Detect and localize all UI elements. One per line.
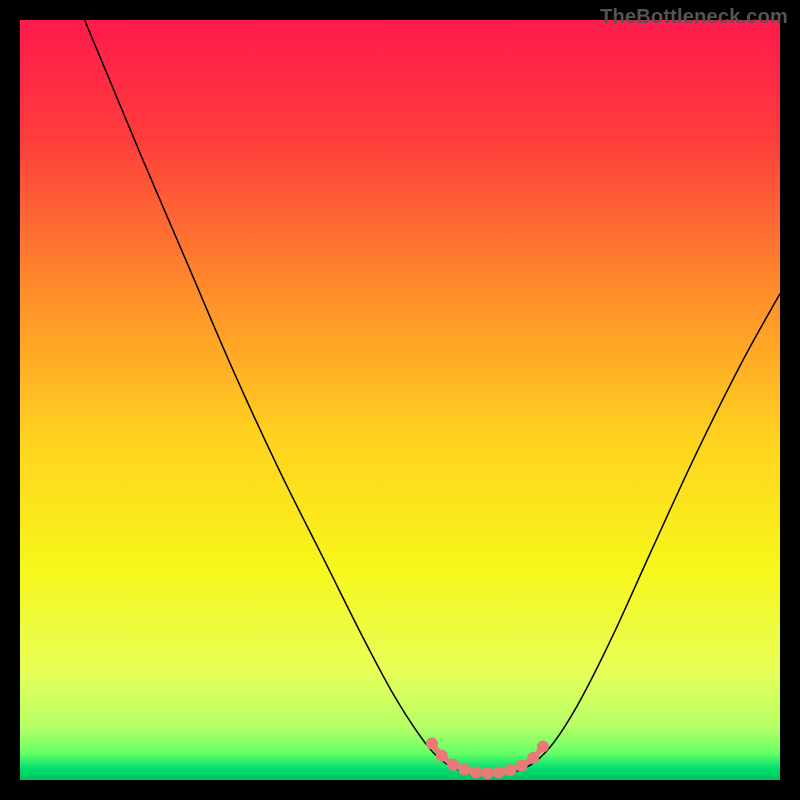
bottleneck-chart-svg xyxy=(20,20,780,780)
marker-dot xyxy=(470,766,482,778)
marker-dot xyxy=(493,766,505,778)
marker-dot xyxy=(537,741,549,753)
marker-dot xyxy=(447,759,459,771)
watermark-text: TheBottleneck.com xyxy=(600,6,788,29)
marker-dot xyxy=(481,767,493,779)
marker-dot xyxy=(436,750,448,762)
marker-dot xyxy=(516,760,528,772)
bottleneck-chart xyxy=(20,20,780,780)
marker-dot xyxy=(459,763,471,775)
marker-dot xyxy=(504,764,516,776)
page-frame: TheBottleneck.com xyxy=(0,0,800,800)
marker-dot xyxy=(426,738,438,750)
marker-dot xyxy=(527,752,539,764)
chart-background xyxy=(20,20,780,780)
